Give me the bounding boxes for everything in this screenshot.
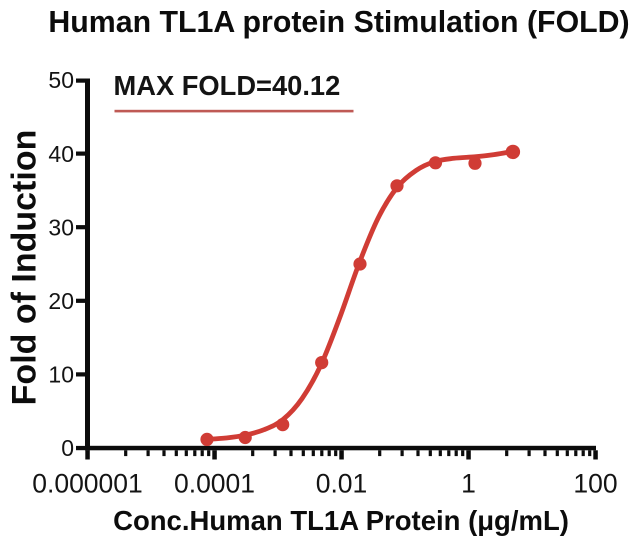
svg-text:100: 100	[573, 469, 617, 499]
svg-text:MAX FOLD=40.12: MAX FOLD=40.12	[114, 70, 341, 101]
svg-text:0.01: 0.01	[316, 469, 368, 499]
svg-text:10: 10	[48, 362, 74, 388]
svg-text:30: 30	[48, 214, 74, 240]
svg-text:0: 0	[61, 435, 74, 461]
svg-text:Conc.Human TL1A Protein (μg/mL: Conc.Human TL1A Protein (μg/mL)	[113, 505, 569, 536]
svg-text:50: 50	[48, 67, 74, 93]
svg-text:40: 40	[48, 141, 74, 167]
svg-text:Fold of Induction: Fold of Induction	[6, 130, 44, 406]
svg-text:1: 1	[461, 469, 476, 499]
svg-text:0.000001: 0.000001	[32, 469, 143, 499]
svg-text:Human TL1A protein Stimulation: Human TL1A protein Stimulation (FOLD)	[48, 6, 629, 39]
svg-text:0.0001: 0.0001	[174, 469, 255, 499]
svg-text:20: 20	[48, 288, 74, 314]
